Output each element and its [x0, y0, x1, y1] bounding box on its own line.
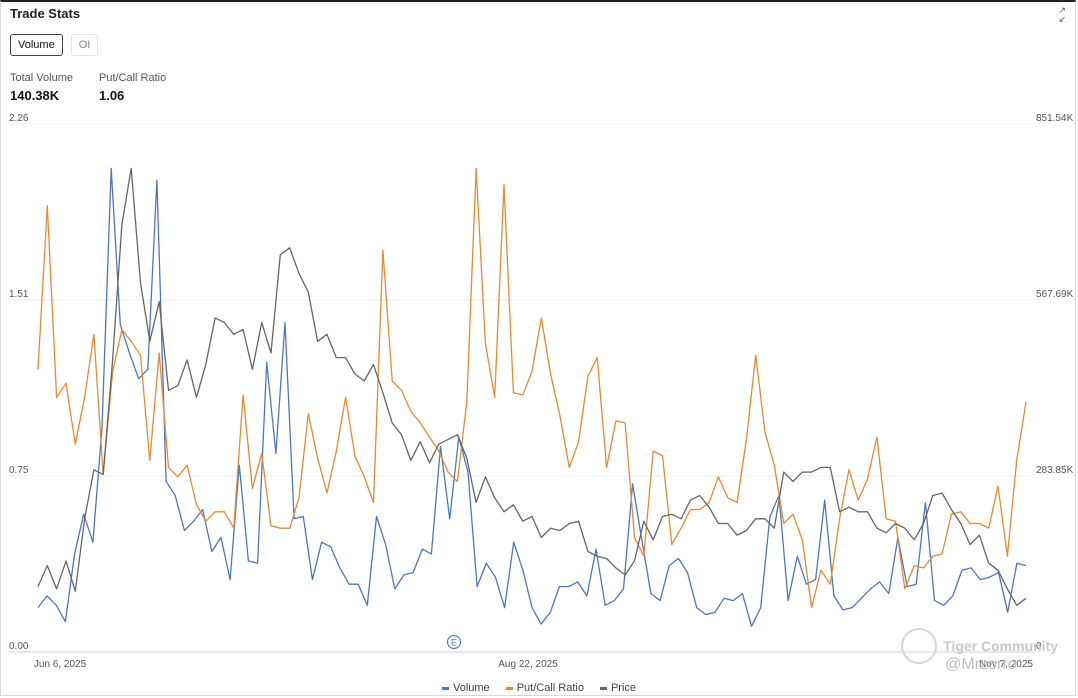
y-right-tick-label: 0 [1036, 641, 1042, 652]
chart-legend: Volume Put/Call Ratio Price [0, 682, 1078, 694]
legend-swatch-volume [441, 686, 449, 690]
legend-label-volume: Volume [452, 682, 490, 694]
x-tick-label: Nov 7, 2025 [979, 659, 1033, 670]
y-left-tick-label: 0.75 [9, 465, 29, 476]
watermark-brand: Tiger Community [943, 638, 1058, 654]
trade-stats-chart: 0.00 0 0.75 283.85K 1.51 567.69K 2.26 851.54K Ju… [8, 113, 1074, 670]
legend-item-put-call-ratio[interactable]: Put/Call Ratio [505, 682, 584, 694]
put-call-ratio-stat: Put/Call Ratio 1.06 [99, 72, 166, 103]
earnings-marker-icon [446, 634, 462, 650]
watermark-handle: @Mrzorro [945, 656, 1017, 673]
series-line-price [37, 167, 1027, 606]
legend-swatch-price [599, 686, 607, 690]
total-volume-stat: Total Volume 140.38K [10, 72, 73, 103]
y-left-tick-label: 2.26 [9, 113, 29, 124]
stats-summary: Total Volume 140.38K Put/Call Ratio 1.06 [10, 72, 166, 103]
y-left-tick-label: 1.51 [9, 289, 29, 300]
total-volume-value: 140.38K [10, 88, 60, 103]
y-right-tick-label: 567.69K [1036, 289, 1074, 300]
legend-item-volume[interactable]: Volume [441, 682, 490, 694]
collapse-icon[interactable]: ↗ ↙ [1058, 5, 1066, 24]
tab-oi[interactable]: OI [70, 34, 99, 56]
y-right-tick-label: 283.85K [1036, 465, 1074, 476]
total-volume-label: Total Volume [10, 72, 73, 84]
y-right-tick-label: 851.54K [1036, 113, 1074, 124]
tab-bar: Volume OI [10, 34, 99, 56]
x-tick-label: Aug 22, 2025 [498, 659, 558, 670]
series-line-volume [37, 167, 1027, 627]
x-tick-label: Jun 6, 2025 [34, 659, 87, 670]
watermark: Tiger Community @Mrzorro [901, 628, 1058, 674]
panel-title: Trade Stats [10, 6, 81, 21]
earnings-marker-label: E [451, 638, 457, 648]
legend-label-put-call-ratio: Put/Call Ratio [516, 682, 584, 694]
legend-swatch-put-call-ratio [505, 686, 513, 690]
series-line-put-call-ratio [37, 167, 1027, 609]
tab-volume[interactable]: Volume [10, 34, 63, 56]
tiger-logo-icon [901, 628, 938, 664]
put-call-ratio-label: Put/Call Ratio [98, 72, 167, 84]
legend-label-price: Price [610, 682, 637, 694]
put-call-ratio-value: 1.06 [98, 88, 125, 103]
y-left-tick-label: 0.00 [9, 641, 29, 652]
legend-item-price[interactable]: Price [599, 682, 637, 694]
